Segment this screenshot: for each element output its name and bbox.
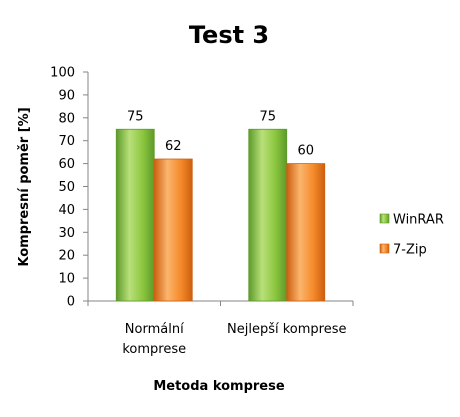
legend-label: 7-Zip	[393, 243, 427, 258]
y-tick-label: 10	[58, 272, 75, 287]
y-tick-label: 60	[58, 157, 75, 172]
bar-7-zip	[286, 163, 326, 302]
category-label: Nejlepší komprese	[227, 322, 346, 337]
y-tick-label: 40	[58, 203, 75, 218]
y-tick-label: 80	[58, 111, 75, 126]
data-label: 60	[297, 144, 314, 159]
y-tick-label: 20	[58, 249, 75, 264]
legend-swatch-winrar	[379, 213, 390, 224]
x-axis-title: Metoda komprese	[153, 379, 285, 394]
y-tick-label: 0	[67, 295, 75, 310]
y-tick-label: 100	[50, 66, 75, 81]
data-label: 75	[259, 109, 276, 124]
data-label: 75	[127, 109, 144, 124]
y-tick-label: 50	[58, 180, 75, 195]
plot-area: 0 10 20 30 40 50 60 70 80 90 100 75 62 Normální kompre…	[50, 66, 354, 357]
legend-label: WinRAR	[393, 213, 444, 228]
y-tick-label: 70	[58, 134, 75, 149]
y-tick-label: 90	[58, 88, 75, 103]
legend-swatch-7-zip	[379, 243, 390, 254]
legend: WinRAR 7-Zip	[379, 213, 444, 258]
category-label: Normální komprese	[122, 322, 186, 357]
chart-title: Test 3	[189, 21, 269, 49]
bar-winrar	[115, 128, 155, 302]
bar-winrar	[248, 128, 288, 302]
y-tick-label: 30	[58, 226, 75, 241]
data-label: 62	[165, 139, 182, 154]
bar-7-zip	[153, 158, 193, 302]
y-axis-title: Kompresní poměr [%]	[17, 107, 32, 266]
